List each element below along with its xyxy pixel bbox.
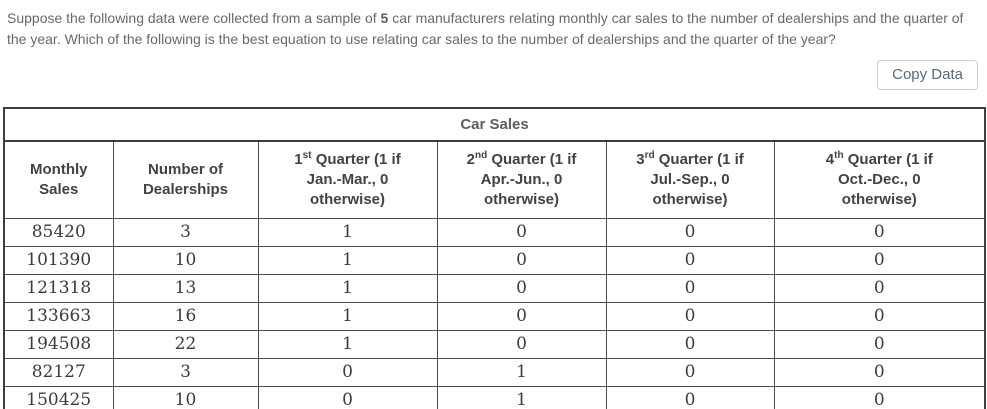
table-row: 150425 10 0 1 0 0 bbox=[3, 386, 986, 409]
header-line: otherwise) bbox=[309, 191, 385, 208]
header-line: Oct.-Dec., 0 bbox=[838, 171, 921, 188]
table-cell: 0 bbox=[773, 246, 986, 275]
table-cell: 0 bbox=[436, 246, 607, 275]
quarter-1-header: 1st Quarter (1 if Jan.-Mar., 0 otherwise… bbox=[257, 140, 438, 219]
quarter-2-header: 2nd Quarter (1 if Apr.-Jun., 0 otherwise… bbox=[436, 140, 607, 219]
table-cell: 85420 bbox=[3, 218, 114, 247]
quarter-4-header: 4th Quarter (1 if Oct.-Dec., 0 otherwise… bbox=[773, 140, 986, 219]
header-line: otherwise) bbox=[652, 191, 728, 208]
table-cell: 0 bbox=[436, 218, 607, 247]
header-line: Jan.-Mar., 0 bbox=[306, 171, 389, 188]
table-cell: 0 bbox=[436, 274, 607, 303]
header-line: otherwise) bbox=[841, 191, 917, 208]
table-cell: 13 bbox=[112, 274, 259, 303]
table-row: 101390 10 1 0 0 0 bbox=[3, 246, 986, 275]
sample-size-value: 5 bbox=[380, 10, 389, 26]
table-cell: 1 bbox=[257, 302, 438, 331]
table-cell: 1 bbox=[436, 386, 607, 409]
table-cell: 1 bbox=[257, 218, 438, 247]
header-line: Jul.-Sep., 0 bbox=[650, 171, 730, 188]
table-cell: 1 bbox=[257, 246, 438, 275]
header-line: Monthly bbox=[30, 161, 88, 178]
header-line: Dealerships bbox=[142, 181, 229, 198]
table-cell: 0 bbox=[605, 302, 775, 331]
number-of-dealerships-header: Number of Dealerships bbox=[112, 140, 259, 219]
header-line: 1st Quarter (1 if bbox=[294, 150, 401, 169]
table-row: 85420 3 1 0 0 0 bbox=[3, 218, 986, 247]
table-cell: 133663 bbox=[3, 302, 114, 331]
header-line: 3rd Quarter (1 if bbox=[636, 150, 744, 169]
table-cell: 0 bbox=[605, 386, 775, 409]
table-cell: 101390 bbox=[3, 246, 114, 275]
table-cell: 0 bbox=[257, 358, 438, 387]
table-cell: 0 bbox=[605, 218, 775, 247]
table-cell: 0 bbox=[773, 386, 986, 409]
car-sales-table: Car Sales Monthly Sales Number of Dealer… bbox=[3, 107, 987, 409]
header-line: 2nd Quarter (1 if bbox=[466, 150, 577, 169]
table-cell: 10 bbox=[112, 386, 259, 409]
table-cell: 3 bbox=[112, 358, 259, 387]
table-cell: 3 bbox=[112, 218, 259, 247]
header-line: Sales bbox=[39, 181, 79, 198]
header-line: Number of bbox=[148, 161, 223, 178]
table-cell: 0 bbox=[773, 330, 986, 359]
table-cell: 0 bbox=[605, 246, 775, 275]
table-cell: 0 bbox=[605, 330, 775, 359]
table-cell: 82127 bbox=[3, 358, 114, 387]
table-cell: 0 bbox=[605, 274, 775, 303]
table-row: 133663 16 1 0 0 0 bbox=[3, 302, 986, 331]
header-line: Apr.-Jun., 0 bbox=[480, 171, 563, 188]
table-title: Car Sales bbox=[4, 108, 986, 142]
table-cell: 0 bbox=[773, 218, 986, 247]
table-cell: 0 bbox=[257, 386, 438, 409]
header-line: otherwise) bbox=[483, 191, 559, 208]
table-cell: 10 bbox=[112, 246, 259, 275]
table-cell: 0 bbox=[436, 330, 607, 359]
quarter-3-header: 3rd Quarter (1 if Jul.-Sep., 0 otherwise… bbox=[605, 140, 775, 219]
monthly-sales-header: Monthly Sales bbox=[3, 140, 114, 219]
table-cell: 1 bbox=[257, 330, 438, 359]
table-cell: 121318 bbox=[3, 274, 114, 303]
table-cell: 16 bbox=[112, 302, 259, 331]
header-line: 4th Quarter (1 if bbox=[825, 150, 933, 169]
table-cell: 0 bbox=[773, 358, 986, 387]
toolbar: Copy Data bbox=[0, 60, 978, 90]
question-part1: Suppose the following data were collecte… bbox=[7, 10, 381, 26]
table-cell: 0 bbox=[605, 358, 775, 387]
table-cell: 1 bbox=[436, 358, 607, 387]
table-header-row: Monthly Sales Number of Dealerships 1st … bbox=[3, 140, 986, 219]
table-cell: 22 bbox=[112, 330, 259, 359]
table-row: 121318 13 1 0 0 0 bbox=[3, 274, 986, 303]
table-row: 194508 22 1 0 0 0 bbox=[3, 330, 986, 359]
table-cell: 194508 bbox=[3, 330, 114, 359]
copy-data-button[interactable]: Copy Data bbox=[877, 60, 978, 90]
table-cell: 0 bbox=[773, 302, 986, 331]
table-row: 82127 3 0 1 0 0 bbox=[3, 358, 986, 387]
table-cell: 0 bbox=[773, 274, 986, 303]
table-title-row: Car Sales bbox=[4, 108, 986, 142]
table-cell: 150425 bbox=[3, 386, 114, 409]
question-text: Suppose the following data were collecte… bbox=[7, 8, 979, 50]
table-cell: 0 bbox=[436, 302, 607, 331]
table-cell: 1 bbox=[257, 274, 438, 303]
question-part2: car manufacturers relating monthly car s… bbox=[7, 10, 964, 47]
